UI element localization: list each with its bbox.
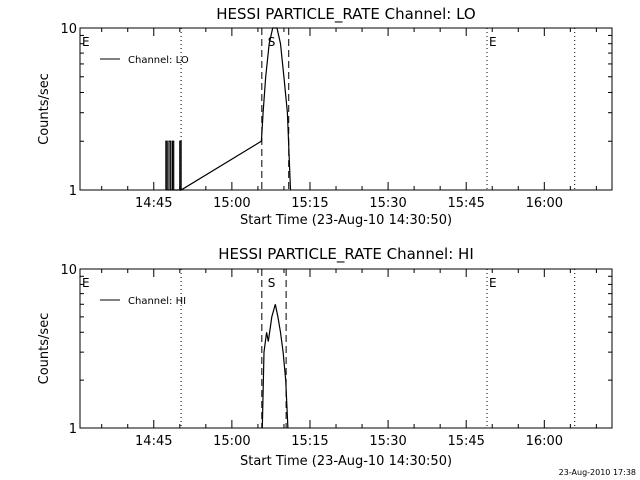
event-label: S xyxy=(268,276,276,290)
y-tick-label: 1 xyxy=(69,184,77,199)
y-axis-label: Counts/sec xyxy=(37,313,52,385)
x-tick-label: 15:00 xyxy=(213,434,250,449)
x-tick-label: 14:45 xyxy=(135,196,172,211)
event-label: S xyxy=(268,35,276,49)
x-tick-label: 15:00 xyxy=(213,196,250,211)
series-line xyxy=(261,304,289,429)
x-tick-label: 16:00 xyxy=(526,434,563,449)
x-tick-label: 15:15 xyxy=(291,196,328,211)
panel-hi: HESSI PARTICLE_RATE Channel: HI 14:45 15:0… xyxy=(37,245,613,469)
x-tick-label: 15:30 xyxy=(369,434,406,449)
event-label: E xyxy=(82,35,90,49)
y-tick-label: 1 xyxy=(69,422,77,437)
chart-title: HESSI PARTICLE_RATE Channel: LO xyxy=(216,5,475,24)
y-axis-label: Counts/sec xyxy=(37,73,52,145)
x-tick-label: 15:30 xyxy=(369,196,406,211)
chart-title: HESSI PARTICLE_RATE Channel: HI xyxy=(218,245,474,264)
x-tick-label: 15:15 xyxy=(291,434,328,449)
plot-frame xyxy=(79,27,613,191)
x-axis-label: Start Time (23-Aug-10 14:30:50) xyxy=(240,454,452,469)
series-line xyxy=(165,27,292,192)
legend-label: Channel: LO xyxy=(128,55,189,66)
y-tick-label: 10 xyxy=(60,263,77,278)
x-tick-label: 15:45 xyxy=(447,434,484,449)
x-tick-label: 16:00 xyxy=(526,196,563,211)
x-axis-label: Start Time (23-Aug-10 14:30:50) xyxy=(240,213,452,228)
y-tick-label: 10 xyxy=(60,22,77,37)
event-label: E xyxy=(489,276,497,290)
panel-lo: HESSI PARTICLE_RATE Channel: LO 14:45 15:0… xyxy=(37,5,613,228)
plot-frame xyxy=(79,268,613,429)
x-tick-label: 14:45 xyxy=(135,434,172,449)
legend-label: Channel: HI xyxy=(128,296,186,307)
event-label: E xyxy=(489,35,497,49)
x-tick-label: 15:45 xyxy=(447,196,484,211)
event-label: E xyxy=(82,276,90,290)
footer-timestamp: 23-Aug-2010 17:38 xyxy=(559,468,636,477)
